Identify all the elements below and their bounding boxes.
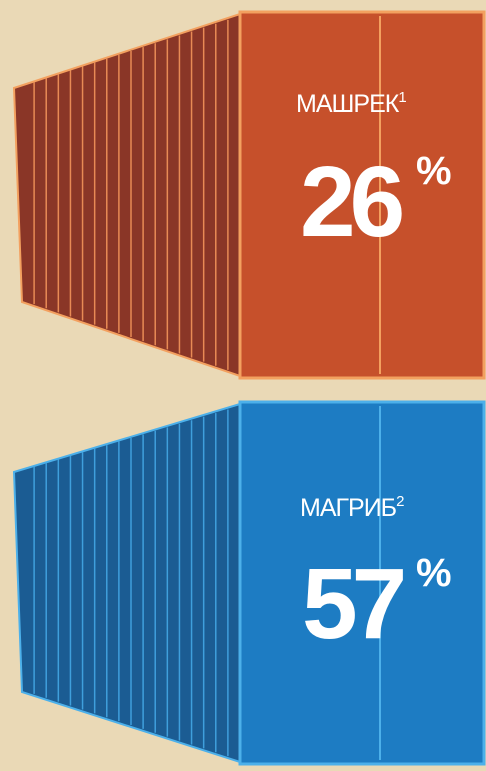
container-front bbox=[238, 10, 486, 380]
region-value: 26 bbox=[300, 146, 402, 258]
region-unit: % bbox=[416, 551, 452, 595]
region-unit: % bbox=[416, 149, 452, 193]
region-label: МАГРИБ2 bbox=[300, 493, 404, 522]
region-label: МАШРЕК1 bbox=[296, 89, 406, 118]
container-blue: МАГРИБ2 57 % bbox=[12, 400, 486, 766]
container-orange: МАШРЕК1 26 % bbox=[12, 10, 486, 380]
container-front bbox=[238, 400, 486, 766]
region-value: 57 bbox=[302, 548, 404, 660]
